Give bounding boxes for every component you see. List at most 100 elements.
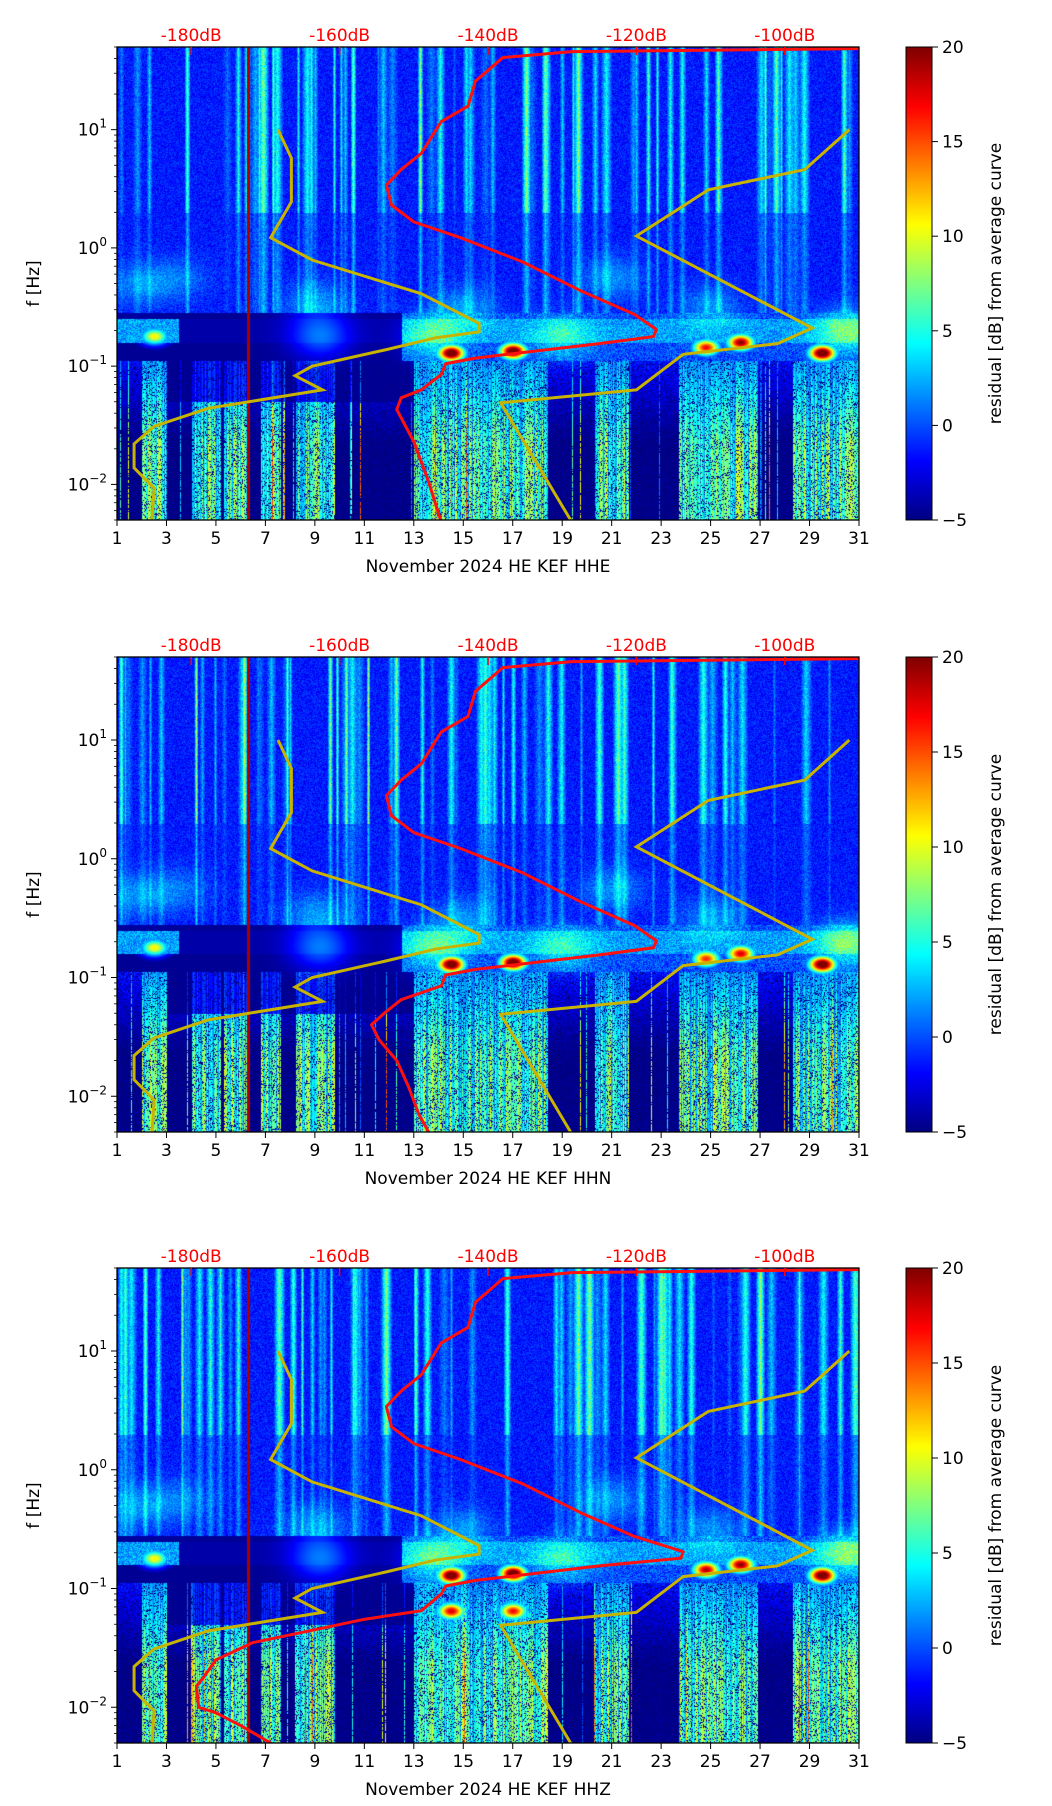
spectrogram-image <box>117 47 859 520</box>
db-tick-label: -160dB <box>309 26 370 46</box>
y-tick-base: 10 <box>68 357 90 377</box>
y-axis-label: f [Hz] <box>24 871 44 917</box>
y-tick-label: 10−1 <box>68 353 107 377</box>
axes-frame <box>116 656 860 1133</box>
y-axis-label: f [Hz] <box>24 260 44 306</box>
y-tick-label: 100 <box>78 1457 107 1481</box>
y-tick-exponent: −2 <box>89 471 107 485</box>
db-tick-label: -160dB <box>309 636 370 656</box>
x-tick-label: 27 <box>749 1752 771 1772</box>
y-tick-label: 10−2 <box>68 1083 107 1107</box>
db-tick-label: -140dB <box>457 26 518 46</box>
colorbar-tick-label: 15 <box>942 133 964 153</box>
y-tick-base: 10 <box>78 731 100 751</box>
db-tick-label: -160dB <box>309 1247 370 1267</box>
db-tick-label: -180dB <box>161 1247 222 1267</box>
x-tick-label: 11 <box>354 529 376 549</box>
colorbar-label: residual [dB] from average curve <box>986 1365 1006 1646</box>
x-tick-label: 19 <box>551 1141 573 1161</box>
x-tick-label: 29 <box>799 1752 821 1772</box>
colorbar-tick-label: 0 <box>942 416 953 436</box>
x-tick-label: 21 <box>601 1752 623 1772</box>
noise-model-low-line <box>132 1350 481 1743</box>
y-tick-label: 100 <box>78 235 107 259</box>
db-tick-label: -120dB <box>606 636 667 656</box>
colorbar-tick-label: 15 <box>942 743 964 763</box>
spectrogram-image <box>117 1268 859 1743</box>
colorbar-tick-label: 10 <box>942 1449 964 1469</box>
x-tick-label: 17 <box>502 1141 524 1161</box>
x-tick-label: 1 <box>112 529 123 549</box>
colorbar-label: residual [dB] from average curve <box>986 754 1006 1035</box>
x-tick-label: 27 <box>749 1141 771 1161</box>
x-tick-label: 13 <box>403 529 425 549</box>
db-tick-label: -120dB <box>606 26 667 46</box>
x-tick-label: 31 <box>848 1752 870 1772</box>
x-tick-label: 29 <box>799 1141 821 1161</box>
colorbar <box>906 657 932 1132</box>
y-tick-exponent: 0 <box>99 235 107 249</box>
noise-model-high-line <box>498 1349 851 1743</box>
x-tick-label: 9 <box>309 529 320 549</box>
power-curve-line <box>194 1268 859 1743</box>
x-tick-label: 31 <box>848 1141 870 1161</box>
colorbar-tick-label: 5 <box>942 1544 953 1564</box>
x-tick-label: 7 <box>260 1141 271 1161</box>
x-tick-label: 7 <box>260 1752 271 1772</box>
x-axis-label: November 2024 HE KEF HHE <box>366 557 611 577</box>
colorbar-tick-label: 20 <box>942 38 964 58</box>
y-tick-base: 10 <box>78 239 100 259</box>
y-tick-base: 10 <box>68 1698 90 1718</box>
x-tick-label: 9 <box>309 1141 320 1161</box>
x-tick-label: 7 <box>260 529 271 549</box>
y-tick-label: 101 <box>78 1338 107 1362</box>
noise-model-high-line <box>498 128 851 520</box>
y-axis-label: f [Hz] <box>24 1482 44 1528</box>
y-tick-exponent: −1 <box>89 353 107 367</box>
x-tick-label: 21 <box>601 529 623 549</box>
x-tick-label: 1 <box>112 1141 123 1161</box>
spectrogram-image <box>117 657 859 1132</box>
y-tick-exponent: 1 <box>99 1338 107 1352</box>
x-tick-label: 3 <box>161 529 172 549</box>
x-tick-label: 25 <box>700 1752 722 1772</box>
power-curve-line <box>384 47 859 520</box>
y-tick-exponent: 1 <box>99 117 107 131</box>
colorbar <box>906 1268 932 1743</box>
x-tick-label: 1 <box>112 1752 123 1772</box>
x-tick-label: 5 <box>211 1752 222 1772</box>
y-tick-label: 101 <box>78 117 107 141</box>
y-tick-base: 10 <box>68 475 90 495</box>
y-tick-label: 10−1 <box>68 965 107 989</box>
colorbar-tick-label: 20 <box>942 1259 964 1279</box>
x-axis-label: November 2024 HE KEF HHN <box>365 1169 612 1189</box>
y-tick-exponent: −1 <box>89 965 107 979</box>
y-tick-label: 10−1 <box>68 1576 107 1600</box>
y-tick-exponent: 1 <box>99 727 107 741</box>
y-tick-base: 10 <box>78 1342 100 1362</box>
colorbar-tick-label: 5 <box>942 322 953 342</box>
x-tick-label: 11 <box>354 1141 376 1161</box>
colorbar-tick-label: −5 <box>942 1734 967 1754</box>
x-tick-label: 21 <box>601 1141 623 1161</box>
x-tick-label: 25 <box>700 1141 722 1161</box>
db-tick-label: -140dB <box>457 636 518 656</box>
y-tick-base: 10 <box>78 121 100 141</box>
x-tick-label: 13 <box>403 1752 425 1772</box>
x-tick-label: 5 <box>211 1141 222 1161</box>
colorbar-tick-label: 5 <box>942 933 953 953</box>
colorbar-frame <box>905 46 933 521</box>
x-tick-label: 23 <box>650 1141 672 1161</box>
x-tick-label: 5 <box>211 529 222 549</box>
x-tick-label: 19 <box>551 529 573 549</box>
x-tick-label: 17 <box>502 1752 524 1772</box>
y-tick-base: 10 <box>78 850 100 870</box>
x-tick-label: 13 <box>403 1141 425 1161</box>
power-curve-line <box>370 657 859 1132</box>
axes-frame <box>116 46 860 521</box>
